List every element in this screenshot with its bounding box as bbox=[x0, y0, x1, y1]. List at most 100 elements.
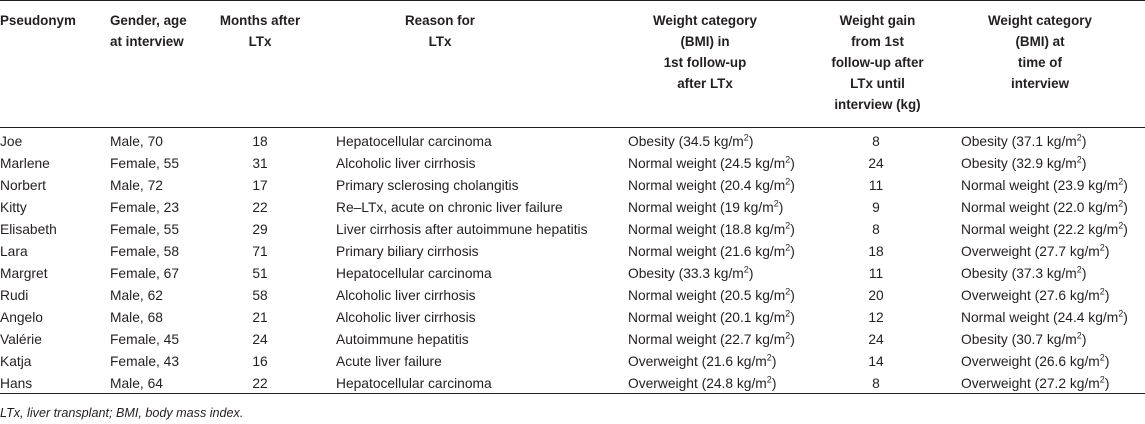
cell-weight-interview-text: Normal weight (22.0 kg/m bbox=[961, 200, 1119, 215]
cell-reason: Hepatocellular carcinoma bbox=[336, 263, 492, 285]
cell-weight-first-text: Normal weight (20.1 kg/m bbox=[628, 310, 786, 325]
table-row: Elisabeth Female, 55 29 Liver cirrhosis aft… bbox=[0, 219, 1145, 241]
cell-weight-interview-text: Obesity (37.1 kg/m bbox=[961, 134, 1077, 149]
cell-gender-age: Male, 72 bbox=[110, 175, 163, 197]
cell-reason: Hepatocellular carcinoma bbox=[336, 131, 492, 153]
unit-exponent: 2 bbox=[743, 264, 749, 275]
header-gender-age: Gender, age at interview bbox=[110, 13, 187, 49]
cell-weight-interview-text: Obesity (30.7 kg/m bbox=[961, 332, 1077, 347]
unit-exponent: 2 bbox=[743, 132, 749, 143]
cell-pseudonym: Rudi bbox=[0, 285, 28, 307]
unit-exponent: 2 bbox=[785, 176, 791, 187]
cell-months-text: 51 bbox=[252, 266, 268, 281]
cell-pseudonym-text: Marlene bbox=[0, 156, 50, 171]
unit-exponent: 2 bbox=[785, 308, 791, 319]
cell-weight-interview: Obesity (37.1 kg/m2) bbox=[961, 132, 1087, 149]
cell-weight-gain-text: 24 bbox=[868, 332, 884, 347]
cell-reason: Liver cirrhosis after autoimmune hepatit… bbox=[336, 219, 588, 241]
cell-pseudonym: Hans bbox=[0, 373, 32, 395]
cell-reason: Alcoholic liver cirrhosis bbox=[336, 285, 476, 307]
cell-weight-first: Normal weight (18.8 kg/m2) bbox=[628, 220, 795, 237]
cell-weight-interview: Overweight (27.2 kg/m2) bbox=[961, 374, 1110, 391]
cell-pseudonym-text: Margret bbox=[0, 266, 48, 281]
header-divider-rule bbox=[0, 127, 1145, 128]
cell-weight-gain-text: 8 bbox=[872, 134, 880, 149]
cell-months: 58 bbox=[228, 285, 292, 307]
unit-exponent: 2 bbox=[773, 198, 779, 209]
cell-reason-text: Hepatocellular carcinoma bbox=[336, 134, 492, 149]
cell-months-text: 71 bbox=[252, 244, 268, 259]
cell-weight-interview-text: Obesity (32.9 kg/m bbox=[961, 156, 1077, 171]
unit-exponent: 2 bbox=[785, 330, 791, 341]
unit-exponent: 2 bbox=[1099, 374, 1105, 385]
cell-pseudonym: Angelo bbox=[0, 307, 43, 329]
unit-exponent: 2 bbox=[1076, 330, 1082, 341]
cell-gender-age-text: Female, 58 bbox=[110, 244, 180, 259]
table-row: Valérie Female, 45 24 Autoimmune hepatitis N… bbox=[0, 329, 1145, 351]
cell-weight-interview-text: Overweight (27.7 kg/m bbox=[961, 244, 1100, 259]
cell-months: 31 bbox=[228, 153, 292, 175]
cell-gender-age-text: Male, 62 bbox=[110, 288, 163, 303]
cell-gender-age-text: Female, 55 bbox=[110, 222, 180, 237]
cell-gender-age: Female, 55 bbox=[110, 153, 179, 175]
cell-reason-text: Hepatocellular carcinoma bbox=[336, 266, 492, 281]
cell-weight-gain: 8 bbox=[844, 131, 908, 153]
cell-weight-first-text: Normal weight (19 kg/m bbox=[628, 200, 774, 215]
cell-gender-age: Female, 43 bbox=[110, 351, 179, 373]
cell-months: 22 bbox=[228, 373, 292, 395]
cell-weight-gain-text: 11 bbox=[868, 178, 884, 193]
cell-pseudonym-text: Angelo bbox=[0, 310, 43, 325]
cell-months-text: 29 bbox=[252, 222, 268, 237]
cell-weight-gain: 20 bbox=[844, 285, 908, 307]
cell-pseudonym: Kitty bbox=[0, 197, 27, 219]
table-row: Norbert Male, 72 17 Primary sclerosing chol… bbox=[0, 175, 1145, 197]
cell-months: 24 bbox=[228, 329, 292, 351]
cell-weight-first-text: Normal weight (22.7 kg/m bbox=[628, 332, 786, 347]
cell-reason-text: Liver cirrhosis after autoimmune hepatit… bbox=[336, 222, 588, 237]
cell-weight-gain-text: 9 bbox=[872, 200, 880, 215]
cell-months: 16 bbox=[228, 351, 292, 373]
cell-pseudonym-text: Kitty bbox=[0, 200, 27, 215]
unit-exponent: 2 bbox=[1076, 132, 1082, 143]
cell-weight-gain: 24 bbox=[844, 329, 908, 351]
cell-gender-age-text: Male, 68 bbox=[110, 310, 163, 325]
cell-months: 29 bbox=[228, 219, 292, 241]
table-row: Katja Female, 43 16 Acute liver failure Over… bbox=[0, 351, 1145, 373]
cell-pseudonym: Katja bbox=[0, 351, 31, 373]
table-row: Margret Female, 67 51 Hepatocellular carcin… bbox=[0, 263, 1145, 285]
cell-weight-gain: 18 bbox=[844, 241, 908, 263]
cell-weight-gain-text: 8 bbox=[872, 376, 880, 391]
table-top-rule bbox=[0, 0, 1145, 1]
cell-weight-first: Normal weight (21.6 kg/m2) bbox=[628, 242, 795, 259]
header-reason: Reason for LTx bbox=[405, 13, 475, 49]
table-row: Rudi Male, 62 58 Alcoholic liver cirrhosis N… bbox=[0, 285, 1145, 307]
cell-weight-interview: Obesity (32.9 kg/m2) bbox=[961, 154, 1087, 171]
header-pseudonym: Pseudonym bbox=[0, 13, 76, 28]
cell-months: 18 bbox=[228, 131, 292, 153]
cell-gender-age-text: Female, 45 bbox=[110, 332, 180, 347]
cell-weight-first: Normal weight (24.5 kg/m2) bbox=[628, 154, 795, 171]
cell-months-text: 18 bbox=[252, 134, 268, 149]
unit-exponent: 2 bbox=[1099, 286, 1105, 297]
cell-reason-text: Autoimmune hepatitis bbox=[336, 332, 469, 347]
cell-pseudonym: Marlene bbox=[0, 153, 50, 175]
cell-weight-first: Normal weight (19 kg/m2) bbox=[628, 198, 784, 215]
cell-weight-interview: Normal weight (24.4 kg/m2) bbox=[961, 308, 1128, 325]
cell-gender-age-text: Female, 23 bbox=[110, 200, 180, 215]
table-row: Joe Male, 70 18 Hepatocellular carcinoma Obe… bbox=[0, 131, 1145, 153]
header-weight-first: Weight category (BMI) in 1st follow-up a… bbox=[653, 13, 757, 91]
cell-weight-gain-text: 24 bbox=[868, 156, 884, 171]
cell-reason: Autoimmune hepatitis bbox=[336, 329, 469, 351]
cell-reason-text: Alcoholic liver cirrhosis bbox=[336, 310, 476, 325]
cell-reason-text: Hepatocellular carcinoma bbox=[336, 376, 492, 391]
cell-reason: Primary biliary cirrhosis bbox=[336, 241, 479, 263]
cell-weight-first-text: Normal weight (21.6 kg/m bbox=[628, 244, 786, 259]
cell-reason-text: Alcoholic liver cirrhosis bbox=[336, 288, 476, 303]
cell-weight-first: Normal weight (20.4 kg/m2) bbox=[628, 176, 795, 193]
cell-pseudonym-text: Lara bbox=[0, 244, 28, 259]
table-footnote: LTx, liver transplant; BMI, body mass in… bbox=[0, 406, 244, 420]
cell-weight-first: Obesity (34.5 kg/m2) bbox=[628, 132, 754, 149]
cell-weight-first: Obesity (33.3 kg/m2) bbox=[628, 264, 754, 281]
cell-weight-interview-text: Normal weight (23.9 kg/m bbox=[961, 178, 1119, 193]
